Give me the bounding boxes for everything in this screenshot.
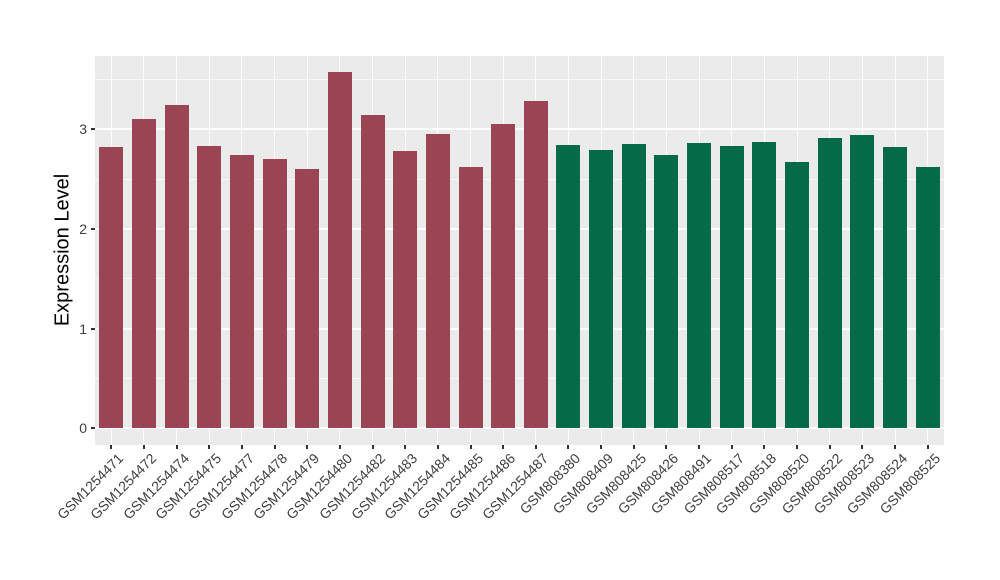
x-tick-GSM808426	[665, 445, 668, 449]
x-tick-GSM808517	[730, 445, 733, 449]
y-tick-label-1: 1	[79, 320, 87, 337]
bar-GSM808522	[817, 138, 842, 429]
x-tick-GSM808525	[926, 445, 929, 449]
bar-GSM808517	[719, 146, 744, 429]
bar-GSM1254479	[295, 169, 320, 429]
x-tick-GSM808518	[763, 445, 766, 449]
bar-GSM808518	[752, 142, 777, 429]
x-tick-GSM808425	[632, 445, 635, 449]
gridline-minor-y-2.5	[95, 178, 944, 180]
x-tick-GSM808524	[894, 445, 897, 449]
bar-GSM1254485	[458, 167, 483, 429]
bar-GSM808426	[654, 155, 679, 429]
x-tick-GSM1254472	[142, 445, 145, 449]
bar-GSM1254484	[425, 134, 450, 429]
x-tick-GSM1254471	[110, 445, 113, 449]
plot-panel	[95, 56, 944, 445]
bar-GSM1254482	[360, 115, 385, 429]
bar-GSM1254472	[131, 119, 156, 429]
gridline-minor-y-0.5	[95, 377, 944, 379]
bar-GSM1254480	[327, 72, 352, 429]
x-tick-GSM808520	[796, 445, 799, 449]
x-tick-GSM808523	[861, 445, 864, 449]
gridline-major-y-1	[95, 327, 944, 330]
x-tick-GSM1254483	[404, 445, 407, 449]
bar-GSM1254486	[491, 124, 516, 429]
x-tick-GSM1254484	[436, 445, 439, 449]
y-tick-0	[91, 427, 95, 430]
bar-GSM1254475	[197, 146, 222, 429]
x-tick-GSM1254487	[534, 445, 537, 449]
x-tick-GSM1254480	[338, 445, 341, 449]
gridline-major-y-3	[95, 128, 944, 131]
x-tick-GSM1254486	[502, 445, 505, 449]
bar-GSM808425	[621, 144, 646, 429]
y-tick-label-3: 3	[79, 121, 87, 138]
y-tick-2	[91, 227, 95, 230]
bar-GSM1254477	[229, 155, 254, 429]
bar-GSM808525	[915, 167, 940, 429]
bar-GSM808380	[556, 145, 581, 429]
x-tick-GSM1254478	[273, 445, 276, 449]
x-tick-GSM808380	[567, 445, 570, 449]
bar-GSM808520	[785, 162, 810, 429]
x-tick-GSM1254477	[240, 445, 243, 449]
y-tick-label-0: 0	[79, 420, 87, 437]
y-tick-1	[91, 327, 95, 330]
gridline-major-y-2	[95, 227, 944, 230]
gridline-major-y-0	[95, 427, 944, 430]
bar-GSM1254471	[99, 147, 124, 429]
x-tick-GSM1254482	[371, 445, 374, 449]
x-tick-GSM1254479	[306, 445, 309, 449]
y-tick-3	[91, 128, 95, 131]
x-tick-GSM808522	[828, 445, 831, 449]
bar-GSM1254478	[262, 159, 287, 429]
gridline-minor-y-3.5	[95, 78, 944, 80]
bar-GSM808523	[850, 135, 875, 429]
gridline-minor-y-1.5	[95, 278, 944, 280]
x-tick-GSM1254485	[469, 445, 472, 449]
x-tick-GSM1254474	[175, 445, 178, 449]
bar-GSM808409	[589, 150, 614, 429]
bar-GSM808491	[687, 143, 712, 429]
bar-GSM1254487	[523, 101, 548, 429]
x-tick-GSM808409	[600, 445, 603, 449]
x-tick-GSM808491	[698, 445, 701, 449]
bar-GSM808524	[883, 147, 908, 429]
bar-GSM1254474	[164, 105, 189, 429]
y-axis-title: Expression Level	[51, 173, 74, 327]
x-tick-GSM1254475	[208, 445, 211, 449]
bar-GSM1254483	[393, 151, 418, 429]
y-tick-label-2: 2	[79, 220, 87, 237]
